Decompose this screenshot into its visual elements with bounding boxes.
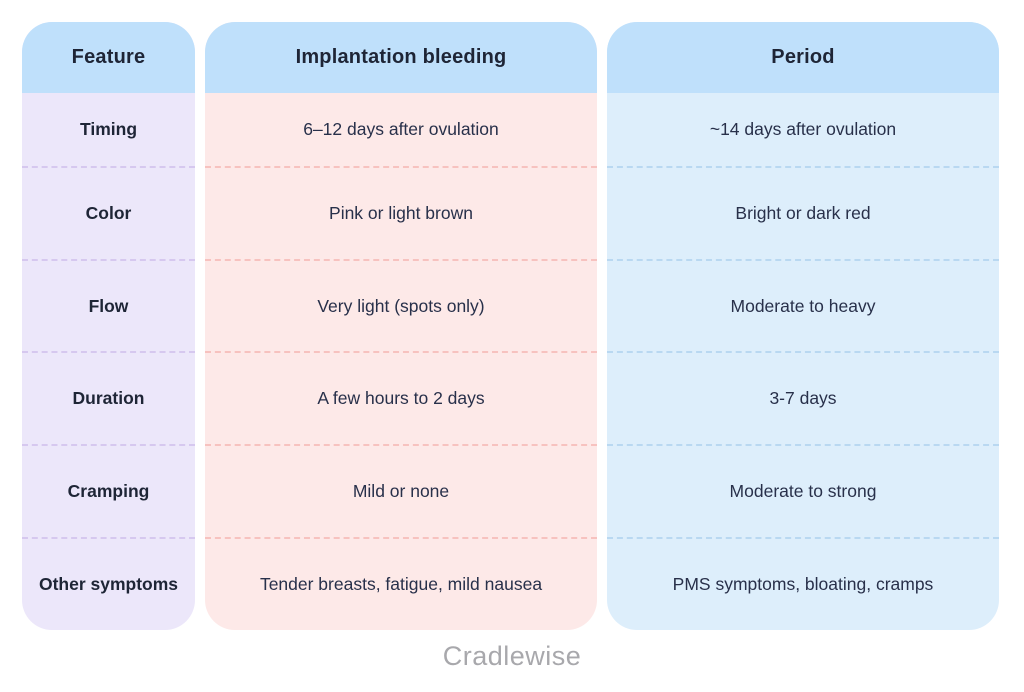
comparison-table: Feature Timing Color Flow Duration Cramp… [22,22,999,630]
column-period: Period ~14 days after ovulation Bright o… [607,22,999,630]
cradlewise-logo: Cradlewise [442,641,582,671]
feature-cell-color: Color [22,168,195,261]
feature-cell-duration: Duration [22,353,195,446]
period-cell-other-symptoms: PMS symptoms, bloating, cramps [672,574,934,595]
feature-cell-other-symptoms: Other symptoms [38,574,179,595]
column-implantation-bleeding: Implantation bleeding 6–12 days after ov… [205,22,597,630]
period-cell-duration: 3-7 days [607,353,999,446]
feature-cell-flow: Flow [22,261,195,353]
header-cell-period: Period [607,22,999,93]
period-cell-cramping: Moderate to strong [607,446,999,539]
period-cell-timing: ~14 days after ovulation [607,93,999,168]
implantation-cell-cramping: Mild or none [205,446,597,539]
feature-cell-cramping: Cramping [22,446,195,539]
period-cell-color: Bright or dark red [607,168,999,261]
implantation-cell-other-symptoms: Tender breasts, fatigue, mild nausea [259,574,543,595]
header-cell-feature: Feature [22,22,195,93]
feature-cell-timing: Timing [22,93,195,168]
header-cell-implantation-bleeding: Implantation bleeding [205,22,597,93]
implantation-cell-duration: A few hours to 2 days [205,353,597,446]
implantation-cell-timing: 6–12 days after ovulation [205,93,597,168]
period-cell-flow: Moderate to heavy [607,261,999,353]
footer: Cradlewise [0,641,1024,672]
implantation-cell-color: Pink or light brown [205,168,597,261]
column-feature: Feature Timing Color Flow Duration Cramp… [22,22,195,630]
implantation-cell-flow: Very light (spots only) [205,261,597,353]
